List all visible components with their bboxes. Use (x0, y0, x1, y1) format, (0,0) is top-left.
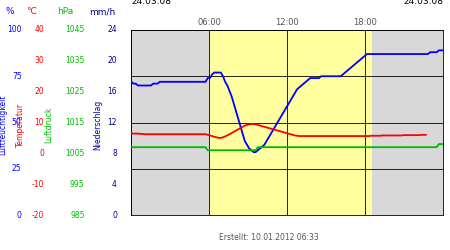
Text: hPa: hPa (58, 7, 74, 16)
Text: 10: 10 (35, 118, 44, 127)
Text: 1005: 1005 (65, 149, 85, 158)
Text: 1015: 1015 (65, 118, 85, 127)
Text: -20: -20 (32, 210, 44, 220)
Text: °C: °C (26, 7, 37, 16)
Text: 100: 100 (7, 26, 22, 35)
Text: 30: 30 (34, 56, 44, 65)
Text: 24: 24 (108, 26, 117, 35)
Text: mm/h: mm/h (89, 7, 115, 16)
Text: 0: 0 (39, 149, 44, 158)
Text: 24.03.08: 24.03.08 (403, 0, 443, 6)
Text: 24.03.08: 24.03.08 (131, 0, 171, 6)
Text: 4: 4 (112, 180, 117, 189)
Text: 20: 20 (108, 56, 117, 65)
Text: 16: 16 (108, 87, 117, 96)
Text: Luftdruck: Luftdruck (44, 107, 53, 143)
Text: 985: 985 (70, 210, 85, 220)
Text: 40: 40 (34, 26, 44, 35)
Text: 1025: 1025 (65, 87, 85, 96)
Text: 0: 0 (17, 210, 22, 220)
Text: 1045: 1045 (65, 26, 85, 35)
Text: -10: -10 (32, 180, 44, 189)
Text: 995: 995 (70, 180, 85, 189)
Text: Erstellt: 10.01.2012 06:33: Erstellt: 10.01.2012 06:33 (219, 234, 319, 242)
Text: 75: 75 (12, 72, 22, 81)
Text: 0: 0 (112, 210, 117, 220)
Text: 8: 8 (112, 149, 117, 158)
Text: 50: 50 (12, 118, 22, 127)
Text: 12: 12 (108, 118, 117, 127)
Bar (209, 30, 372, 215)
Text: Niederschlag: Niederschlag (94, 100, 103, 150)
Text: Luftfeuchtigkeit: Luftfeuchtigkeit (0, 95, 7, 155)
Text: %: % (5, 7, 14, 16)
Text: 1035: 1035 (65, 56, 85, 65)
Text: Temperatur: Temperatur (16, 103, 25, 147)
Text: 20: 20 (35, 87, 44, 96)
Text: 25: 25 (12, 164, 22, 173)
